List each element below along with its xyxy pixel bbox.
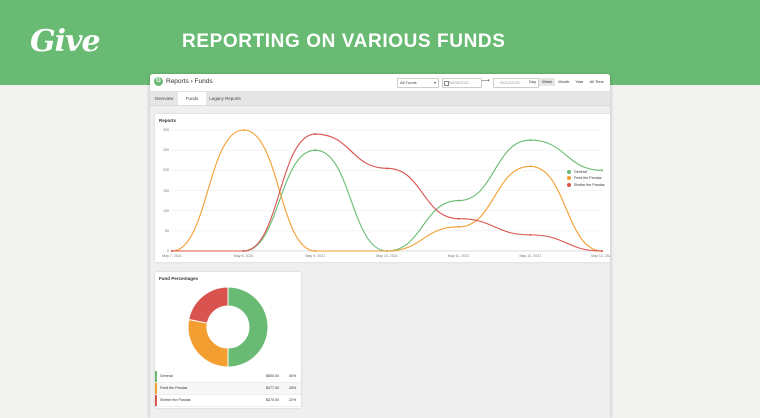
fund-color-bar bbox=[155, 383, 157, 394]
y-tick-label: 250 bbox=[163, 148, 169, 153]
legend-swatch bbox=[567, 170, 571, 174]
header-banner: Give REPORTING ON VARIOUS FUNDS bbox=[0, 0, 760, 85]
donut-slice[interactable] bbox=[188, 286, 229, 324]
series-line bbox=[171, 133, 603, 252]
x-tick-label: May 13, 2021 bbox=[591, 254, 610, 258]
data-point[interactable] bbox=[242, 129, 245, 131]
x-tick-label: May 12, 2021 bbox=[519, 254, 542, 258]
period-week[interactable]: Week bbox=[539, 78, 556, 86]
x-tick-label: May 8, 2021 bbox=[233, 254, 254, 258]
give-app-icon: G bbox=[154, 77, 163, 86]
data-point[interactable] bbox=[171, 250, 173, 252]
series-line bbox=[171, 139, 603, 252]
y-tick-label: 300 bbox=[163, 128, 169, 132]
donut-slice[interactable] bbox=[227, 286, 269, 368]
chart-legend: General Feed the Pandas Shelter the Pand… bbox=[567, 170, 605, 189]
data-point[interactable] bbox=[314, 149, 317, 152]
donut-slice[interactable] bbox=[187, 318, 229, 368]
fund-select[interactable]: All Funds ▾ bbox=[397, 78, 439, 88]
calendar-icon bbox=[444, 81, 449, 86]
y-tick-label: 150 bbox=[163, 188, 169, 193]
fund-percent: 28% bbox=[289, 386, 297, 390]
fund-percent: 50% bbox=[289, 374, 297, 378]
data-point[interactable] bbox=[601, 169, 603, 172]
x-tick-label: May 7, 2021 bbox=[162, 254, 182, 258]
legend-label: Feed the Pandas bbox=[574, 176, 602, 181]
y-tick-label: 100 bbox=[163, 208, 169, 213]
fund-name: General bbox=[160, 374, 173, 378]
fund-name: Shelter the Pandas bbox=[160, 398, 191, 402]
period-year[interactable]: Year bbox=[575, 79, 584, 84]
y-tick-label: 0 bbox=[167, 249, 169, 253]
legend-item-general[interactable]: General bbox=[567, 170, 605, 174]
x-tick-label: May 9, 2021 bbox=[305, 254, 326, 258]
data-point[interactable] bbox=[386, 167, 388, 170]
tab-legacy-reports[interactable]: Legacy Reports bbox=[209, 96, 241, 101]
data-point[interactable] bbox=[529, 165, 532, 168]
fund-row-feed-the-pandas: Feed the Pandas $477.00 28% bbox=[155, 383, 301, 395]
reports-title: Reports bbox=[159, 118, 177, 123]
fund-select-value: All Funds bbox=[400, 80, 417, 85]
fund-percentages-card: Fund Percentages General $800.00 50% Fee… bbox=[155, 272, 301, 408]
legend-label: Shelter the Pandas bbox=[574, 182, 605, 187]
fund-percent: 22% bbox=[289, 398, 297, 402]
fund-name: Feed the Pandas bbox=[160, 386, 188, 390]
data-point[interactable] bbox=[457, 225, 460, 228]
chevron-down-icon: ▾ bbox=[433, 80, 436, 85]
legend-item-shelter-the-pandas[interactable]: Shelter the Pandas bbox=[567, 182, 605, 187]
tab-funds[interactable]: Funds bbox=[178, 92, 206, 105]
reports-card: Reports 0 50 100 150 200 250 300 May 7, 2021 Ma… bbox=[155, 114, 610, 262]
fund-percentages-title: Fund Percentages bbox=[159, 276, 199, 281]
app-topbar: G Reports › Funds All Funds ▾ 05/06/2021… bbox=[150, 74, 610, 92]
give-logo: Give bbox=[30, 24, 101, 59]
x-tick-label: May 11, 2021 bbox=[447, 254, 470, 258]
legend-item-feed-the-pandas[interactable]: Feed the Pandas bbox=[567, 176, 605, 181]
fund-amount: $375.00 bbox=[266, 398, 279, 402]
period-month[interactable]: Month bbox=[558, 79, 570, 84]
legend-label: General bbox=[574, 170, 587, 174]
arrow-right-icon: ⟶ bbox=[481, 78, 490, 84]
data-point[interactable] bbox=[601, 250, 603, 252]
period-selector: Day Week Month Year All Time bbox=[526, 78, 607, 86]
data-point[interactable] bbox=[457, 217, 460, 220]
fund-row-shelter-the-pandas: Shelter the Pandas $375.00 22% bbox=[155, 395, 301, 407]
fund-amount: $477.00 bbox=[266, 386, 279, 390]
banner-title: REPORTING ON VARIOUS FUNDS bbox=[182, 31, 506, 52]
data-point[interactable] bbox=[386, 250, 388, 252]
data-point[interactable] bbox=[457, 199, 460, 202]
fund-donut-chart bbox=[187, 286, 269, 368]
data-point[interactable] bbox=[242, 250, 245, 252]
data-point[interactable] bbox=[529, 233, 532, 236]
reports-line-chart bbox=[171, 129, 603, 252]
period-day[interactable]: Day bbox=[529, 79, 537, 84]
end-date-value: 05/12/2021 bbox=[500, 80, 521, 85]
tab-overview[interactable]: Overview bbox=[154, 96, 174, 101]
data-point[interactable] bbox=[314, 250, 317, 252]
breadcrumb: Reports › Funds bbox=[166, 78, 213, 85]
legend-swatch bbox=[567, 182, 571, 187]
fund-amount: $800.00 bbox=[266, 374, 279, 378]
period-all-time[interactable]: All Time bbox=[589, 79, 604, 84]
report-tabs: Overview Funds Legacy Reports bbox=[150, 92, 610, 106]
x-tick-label: May 10, 2021 bbox=[376, 254, 398, 258]
fund-color-bar bbox=[155, 371, 157, 382]
start-date-value: 05/06/2021 bbox=[449, 80, 470, 85]
start-date-input[interactable]: 05/06/2021 bbox=[442, 78, 482, 88]
fund-row-general: General $800.00 50% bbox=[155, 371, 301, 383]
data-point[interactable] bbox=[529, 139, 532, 142]
y-tick-label: 200 bbox=[163, 168, 169, 173]
end-date-input[interactable]: 05/12/2021 bbox=[493, 78, 539, 88]
app-window: G Reports › Funds All Funds ▾ 05/06/2021… bbox=[150, 74, 610, 418]
data-point[interactable] bbox=[314, 133, 317, 136]
y-tick-label: 50 bbox=[165, 228, 169, 233]
fund-color-bar bbox=[155, 395, 157, 406]
legend-swatch bbox=[567, 176, 571, 181]
